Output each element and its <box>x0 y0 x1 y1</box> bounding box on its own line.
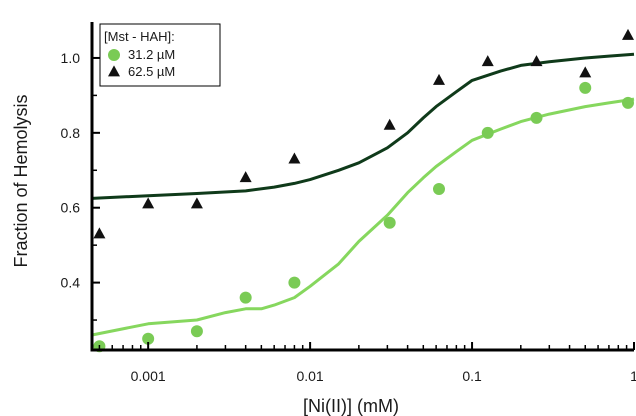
legend-label: 62.5 µM <box>128 64 175 79</box>
x-tick-label: 0.01 <box>296 368 323 384</box>
data-point-triangle <box>239 171 252 183</box>
x-tick-label: 1 <box>630 368 636 384</box>
data-point-circle <box>239 291 252 304</box>
data-point-triangle <box>190 197 203 209</box>
data-point-triangle <box>142 197 155 209</box>
data-point-triangle <box>93 227 106 239</box>
x-axis-title: [Ni(II)] (mM) <box>303 396 399 416</box>
data-point-triangle <box>383 118 396 130</box>
data-point-triangle <box>432 73 445 85</box>
legend: [Mst - HAH]: 31.2 µM 62.5 µM <box>99 23 221 87</box>
y-tick-label: 1.0 <box>61 50 81 66</box>
data-point-circle <box>432 183 445 195</box>
legend-label: 31.2 µM <box>128 47 175 62</box>
ticks: 0.4 0.6 0.8 1.0 0.001 0.01 0.1 1 <box>61 50 636 384</box>
fit-curve <box>91 97 635 337</box>
y-tick-label: 0.4 <box>61 275 81 291</box>
data-point-triangle <box>288 152 301 164</box>
axes <box>90 22 634 352</box>
legend-marker <box>108 65 120 77</box>
y-axis-title: Fraction of Hemolysis <box>11 94 31 267</box>
data-point-triangle <box>622 28 634 40</box>
legend-marker <box>108 49 120 61</box>
data-point-circle <box>288 276 301 289</box>
fit-curves <box>91 52 635 337</box>
data-point-circle <box>190 325 203 338</box>
data-point-circle <box>579 81 592 94</box>
data-points <box>93 28 634 353</box>
data-point-circle <box>142 332 155 345</box>
data-point-triangle <box>530 55 543 67</box>
data-point-triangle <box>579 66 592 78</box>
x-tick-label: 0.001 <box>131 368 166 384</box>
legend-title: [Mst - HAH]: <box>104 29 175 44</box>
legend-items: 31.2 µM 62.5 µM <box>108 47 175 79</box>
x-tick-label: 0.1 <box>462 368 482 384</box>
data-point-triangle <box>481 55 494 67</box>
y-tick-label: 0.6 <box>61 200 81 216</box>
y-tick-label: 0.8 <box>61 125 81 141</box>
data-point-circle <box>481 126 494 139</box>
data-point-circle <box>530 111 543 124</box>
data-point-circle <box>622 96 634 109</box>
data-point-circle <box>383 216 396 229</box>
